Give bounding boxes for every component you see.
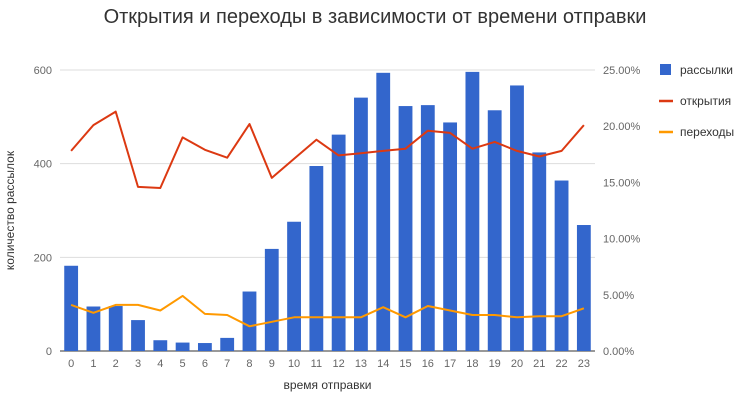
x-tick-label: 13 <box>355 358 367 370</box>
x-tick-label: 19 <box>489 358 501 370</box>
bar <box>131 320 145 351</box>
bar <box>443 122 458 351</box>
y2-tick-label: 25.00% <box>603 65 641 77</box>
y2-tick-label: 15.00% <box>603 177 641 189</box>
y2-tick-label: 20.00% <box>603 121 641 133</box>
y2-tick-label: 10.00% <box>603 234 641 246</box>
bar <box>287 221 301 351</box>
bar <box>86 306 101 351</box>
x-tick-label: 21 <box>533 358 545 370</box>
x-tick-label: 10 <box>288 358 300 370</box>
bar <box>197 343 212 351</box>
series-line <box>70 110 585 189</box>
bar <box>532 152 547 351</box>
bar <box>354 97 368 351</box>
x-tick-label: 11 <box>311 358 322 370</box>
bar <box>108 306 123 351</box>
legend-label: рассылки <box>680 63 733 77</box>
legend-swatch <box>660 64 671 75</box>
legend-label: переходы <box>680 125 734 139</box>
bar <box>64 265 79 351</box>
x-tick-label: 12 <box>333 358 345 370</box>
chart-title: Открытия и переходы в зависимости от вре… <box>103 6 647 28</box>
x-tick-label: 7 <box>224 358 230 370</box>
x-tick-label: 2 <box>113 358 119 370</box>
x-tick-label: 1 <box>90 358 96 370</box>
x-tick-label: 0 <box>68 358 74 370</box>
bar <box>554 180 569 351</box>
x-tick-label: 3 <box>135 358 141 370</box>
y-tick-label: 600 <box>34 65 52 77</box>
x-tick-label: 5 <box>180 358 186 370</box>
y-tick-label: 200 <box>34 252 52 264</box>
x-tick-label: 23 <box>578 358 590 370</box>
bar <box>331 134 346 351</box>
x-tick-label: 16 <box>422 358 434 370</box>
y-tick-label: 0 <box>46 346 52 358</box>
bar <box>153 340 168 351</box>
x-tick-label: 6 <box>202 358 208 370</box>
x-tick-label: 15 <box>399 358 411 370</box>
y-axis-label: количество рассылок <box>3 150 17 270</box>
x-axis-label: время отправки <box>284 378 372 392</box>
bar <box>465 71 480 351</box>
bar <box>398 106 413 351</box>
y2-tick-label: 0.00% <box>603 346 634 358</box>
x-tick-label: 22 <box>555 358 567 370</box>
x-tick-label: 18 <box>466 358 478 370</box>
bar <box>510 85 524 351</box>
x-tick-label: 17 <box>444 358 456 370</box>
bar <box>420 105 435 351</box>
bar <box>376 72 391 351</box>
x-tick-label: 14 <box>377 358 389 370</box>
bar <box>309 166 324 351</box>
x-tick-label: 4 <box>157 358 163 370</box>
bar <box>576 225 591 351</box>
bar <box>487 110 502 351</box>
bar <box>175 342 190 351</box>
bar <box>220 337 235 351</box>
y-tick-label: 400 <box>34 159 52 171</box>
legend-label: открытия <box>680 94 731 108</box>
x-tick-label: 9 <box>269 358 275 370</box>
y2-tick-label: 5.00% <box>603 290 634 302</box>
bar <box>242 291 257 351</box>
bar <box>264 248 279 351</box>
x-tick-label: 20 <box>511 358 523 370</box>
series-line <box>70 294 585 328</box>
x-tick-label: 8 <box>246 358 252 370</box>
